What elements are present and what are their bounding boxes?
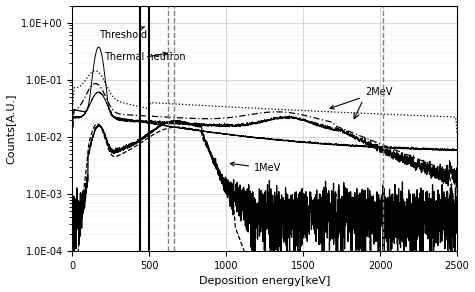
Text: Threshold: Threshold	[99, 27, 147, 40]
Text: 2MeV: 2MeV	[330, 87, 392, 109]
Text: Thermal neutron: Thermal neutron	[104, 52, 186, 62]
Y-axis label: Counts[A.U.]: Counts[A.U.]	[6, 93, 16, 164]
Text: 1MeV: 1MeV	[230, 162, 281, 173]
X-axis label: Deposition energy[keV]: Deposition energy[keV]	[199, 277, 331, 286]
